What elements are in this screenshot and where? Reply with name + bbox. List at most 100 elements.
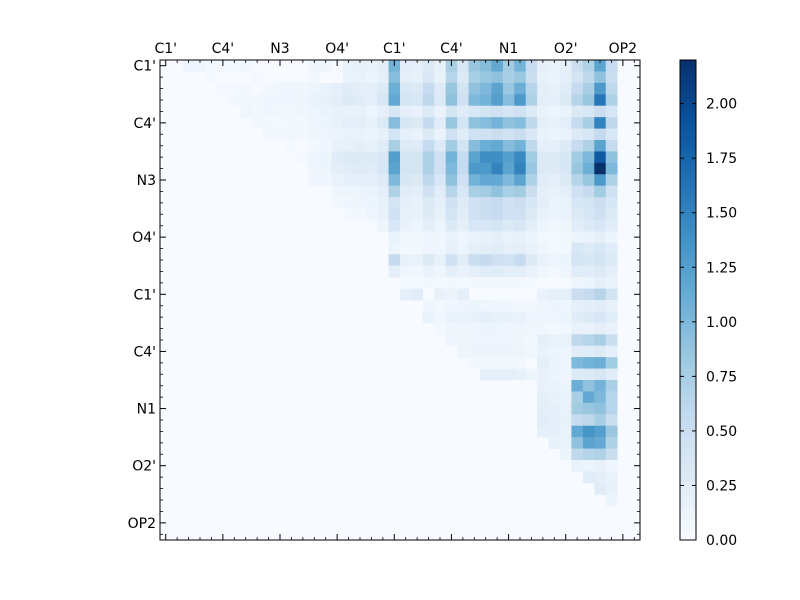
heatmap-cell <box>411 151 424 164</box>
heatmap-cell <box>342 140 355 152</box>
heatmap-cell <box>605 208 618 221</box>
heatmap-cell <box>457 185 469 198</box>
heatmap-cell <box>468 71 481 84</box>
heatmap-cell <box>457 334 469 347</box>
heatmap-cell <box>480 82 492 95</box>
heatmap-cell <box>320 174 332 187</box>
heatmap-cell <box>594 357 607 369</box>
heatmap-cell <box>445 277 458 289</box>
heatmap-cell <box>491 140 504 152</box>
heatmap-cell <box>377 94 389 107</box>
heatmap-cell <box>605 94 618 107</box>
heatmap-cell <box>548 231 561 244</box>
heatmap-cell <box>571 460 584 472</box>
heatmap-cell <box>537 174 549 187</box>
heatmap-cell <box>251 117 264 129</box>
heatmap-cell <box>457 311 469 324</box>
heatmap-cell <box>582 231 595 244</box>
heatmap-cell <box>354 162 367 175</box>
heatmap-cell <box>491 174 504 187</box>
heatmap-cell <box>388 117 401 129</box>
heatmap-cell <box>491 368 504 381</box>
heatmap-cell <box>388 197 401 209</box>
heatmap-cell <box>285 128 298 141</box>
heatmap-cell <box>308 151 321 164</box>
heatmap-cell <box>537 220 549 232</box>
x-tick-label: N1 <box>499 41 518 57</box>
heatmap-cell <box>468 220 481 232</box>
heatmap-cell <box>262 105 275 118</box>
heatmap-cell <box>571 300 584 312</box>
heatmap-cell <box>457 174 469 187</box>
heatmap-cell <box>582 151 595 164</box>
heatmap-cell <box>605 60 618 72</box>
heatmap-cell <box>388 105 401 118</box>
heatmap-cell <box>525 117 538 129</box>
heatmap-cell <box>274 117 287 129</box>
heatmap-cell <box>388 265 401 278</box>
heatmap-cell <box>537 380 549 392</box>
heatmap-cell <box>571 288 584 301</box>
heatmap-cell <box>525 71 538 84</box>
heatmap-cell <box>308 174 321 187</box>
heatmap-cell <box>388 71 401 84</box>
heatmap-cell <box>354 197 367 209</box>
heatmap-cell <box>605 425 618 438</box>
heatmap-cell <box>571 391 584 404</box>
x-tick-label: O4' <box>325 41 349 57</box>
heatmap-cells <box>182 60 618 507</box>
heatmap-cell <box>514 162 527 175</box>
heatmap-cell <box>331 94 344 107</box>
heatmap-cell <box>480 345 492 358</box>
y-tick-label: C1' <box>133 59 156 75</box>
heatmap-cell <box>354 117 367 129</box>
heatmap-cell <box>571 82 584 95</box>
heatmap-cell <box>468 174 481 187</box>
heatmap-cell <box>457 265 469 278</box>
heatmap-cell <box>582 174 595 187</box>
heatmap-cell <box>354 140 367 152</box>
heatmap-cell <box>194 60 207 72</box>
heatmap-cell <box>274 128 287 141</box>
heatmap-cell <box>457 288 469 301</box>
heatmap-cell <box>377 174 389 187</box>
heatmap-cell <box>400 242 412 255</box>
heatmap-cell <box>354 94 367 107</box>
heatmap-cell <box>354 174 367 187</box>
heatmap-cell <box>457 94 469 107</box>
heatmap-cell <box>445 220 458 232</box>
heatmap-cell <box>560 437 572 449</box>
heatmap-cell <box>388 254 401 267</box>
heatmap-cell <box>571 380 584 392</box>
heatmap-cell <box>548 334 561 347</box>
heatmap-cell <box>502 242 515 255</box>
heatmap-cell <box>548 357 561 369</box>
x-tick-label: OP2 <box>609 41 637 57</box>
heatmap-cell <box>308 128 321 141</box>
heatmap-cell <box>457 128 469 141</box>
heatmap-cell <box>571 345 584 358</box>
heatmap-cell <box>525 322 538 335</box>
heatmap-cell <box>445 208 458 221</box>
heatmap-cell <box>468 105 481 118</box>
heatmap-cell <box>548 94 561 107</box>
heatmap-cell <box>594 300 607 312</box>
heatmap-cell <box>605 242 618 255</box>
heatmap-cell <box>605 391 618 404</box>
y-tick-label: N1 <box>137 402 156 418</box>
heatmap-cell <box>400 117 412 129</box>
heatmap-cell <box>285 105 298 118</box>
heatmap-cell <box>468 334 481 347</box>
heatmap-cell <box>491 94 504 107</box>
heatmap-cell <box>548 402 561 415</box>
heatmap-cell <box>594 185 607 198</box>
heatmap-cell <box>354 105 367 118</box>
heatmap-cell <box>457 277 469 289</box>
heatmap-cell <box>560 448 572 461</box>
colorbar-tick-label: 0.00 <box>706 533 737 549</box>
heatmap-cell <box>388 162 401 175</box>
heatmap-cell <box>251 105 264 118</box>
heatmap-cell <box>514 185 527 198</box>
heatmap-cell <box>605 460 618 472</box>
heatmap-cell <box>434 140 447 152</box>
